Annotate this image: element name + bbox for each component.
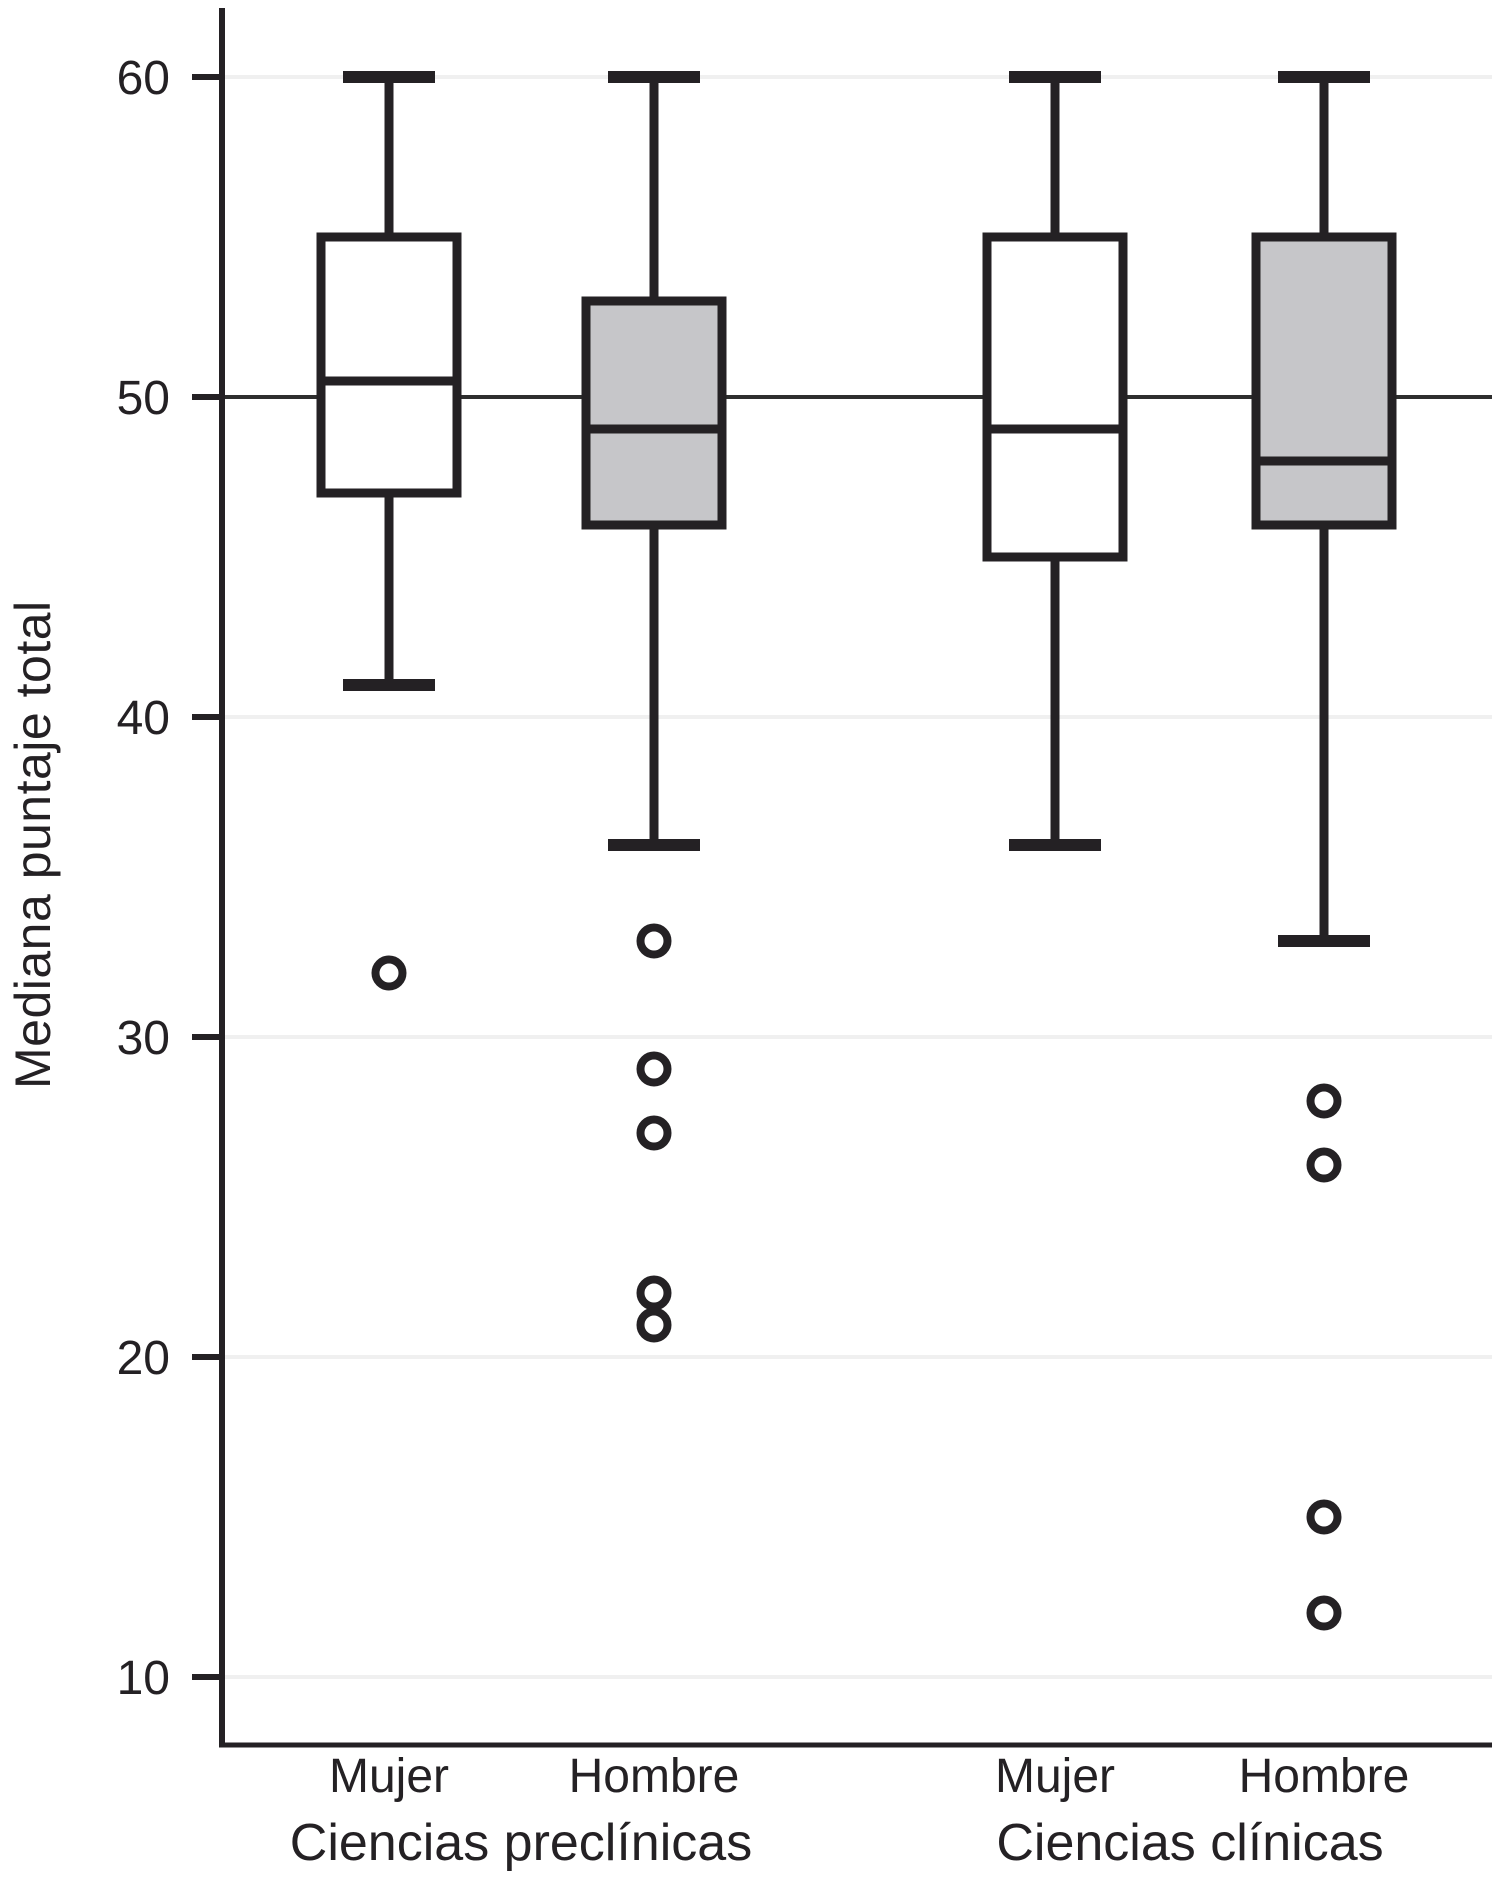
x-group-label-ciencias-clinicas: Ciencias clínicas (996, 1814, 1383, 1872)
outlier-32-mujer-ciencias-preclinicas (371, 955, 407, 991)
x-category-label-mujer-ciencias-preclinicas: Mujer (329, 1750, 449, 1803)
x-category-label-hombre-ciencias-clinicas: Hombre (1239, 1750, 1410, 1803)
outlier-29-hombre-ciencias-preclinicas (636, 1051, 672, 1087)
y-tick-label-60: 60 (117, 52, 170, 105)
y-tick-label-40: 40 (117, 692, 170, 745)
outlier-27-hombre-ciencias-preclinicas (636, 1115, 672, 1151)
outlier-33-hombre-ciencias-preclinicas (636, 923, 672, 959)
y-tick-label-50: 50 (117, 372, 170, 425)
y-axis-title: Mediana puntaje total (5, 600, 61, 1090)
box-hombre-ciencias-preclinicas (581, 296, 727, 530)
x-category-label-mujer-ciencias-clinicas: Mujer (995, 1750, 1115, 1803)
x-category-label-hombre-ciencias-preclinicas: Hombre (569, 1750, 740, 1803)
y-tick-label-20: 20 (117, 1332, 170, 1385)
box-mujer-ciencias-clinicas (982, 232, 1128, 562)
outlier-12-hombre-ciencias-clinicas (1306, 1595, 1342, 1631)
box-hombre-ciencias-clinicas (1251, 232, 1397, 530)
outlier-26-hombre-ciencias-clinicas (1306, 1147, 1342, 1183)
outlier-21-hombre-ciencias-preclinicas (636, 1307, 672, 1343)
x-group-label-ciencias-preclinicas: Ciencias preclínicas (290, 1814, 752, 1872)
outlier-28-hombre-ciencias-clinicas (1306, 1083, 1342, 1119)
outlier-15-hombre-ciencias-clinicas (1306, 1499, 1342, 1535)
outlier-22-hombre-ciencias-preclinicas (636, 1275, 672, 1311)
y-tick-label-30: 30 (117, 1012, 170, 1065)
y-tick-label-10: 10 (117, 1652, 170, 1705)
box-mujer-ciencias-preclinicas (316, 232, 462, 498)
